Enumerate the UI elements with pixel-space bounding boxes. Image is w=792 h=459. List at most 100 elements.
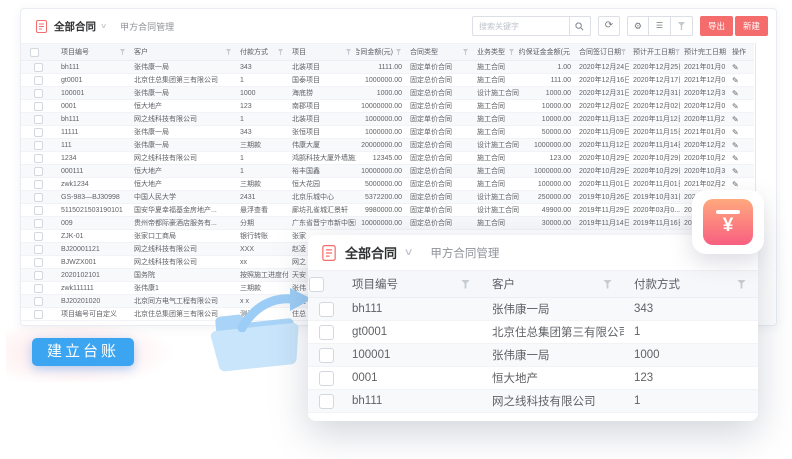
edit-icon[interactable]: ✎ bbox=[732, 101, 739, 111]
project-id-link[interactable]: 009 bbox=[57, 216, 130, 230]
project-id-link[interactable]: zwk111111 bbox=[57, 281, 130, 295]
column-header[interactable]: 业务类型 bbox=[473, 43, 519, 61]
customer-link[interactable]: 北京住总集团第三有限公司 bbox=[130, 73, 236, 87]
customer-link[interactable]: 中国人民大学 bbox=[130, 190, 236, 204]
row-checkbox[interactable] bbox=[34, 257, 43, 267]
project-link[interactable]: 恒大花园 bbox=[288, 177, 356, 191]
project-link[interactable]: 广东省晋宁市新中医医院... bbox=[288, 216, 356, 230]
filter-funnel-icon[interactable] bbox=[278, 49, 283, 55]
row-checkbox[interactable] bbox=[34, 270, 43, 280]
project-id-link[interactable]: 111 bbox=[57, 138, 130, 152]
column-header[interactable]: 合同类型 bbox=[406, 43, 473, 61]
edit-icon[interactable]: ✎ bbox=[732, 166, 739, 176]
row-checkbox[interactable] bbox=[34, 192, 43, 202]
refresh-button[interactable]: ⟳ bbox=[597, 16, 620, 36]
project-link[interactable]: 裕丰国鑫 bbox=[288, 164, 356, 178]
column-header[interactable]: 合同签订日期 bbox=[575, 43, 629, 61]
new-button[interactable]: 新建 bbox=[734, 16, 768, 36]
row-checkbox[interactable] bbox=[34, 88, 43, 98]
row-checkbox[interactable] bbox=[34, 127, 43, 137]
edit-icon[interactable]: ✎ bbox=[732, 75, 739, 85]
project-link[interactable]: 北装项目 bbox=[288, 60, 356, 74]
column-header[interactable]: 客户 bbox=[130, 43, 236, 61]
filter-funnel-icon[interactable] bbox=[226, 49, 231, 55]
customer-link[interactable]: 网之线科技有限公司 bbox=[130, 151, 236, 165]
project-id-link[interactable]: zwk1234 bbox=[57, 177, 130, 191]
customer-link[interactable]: 网之线科技有限公司 bbox=[130, 242, 236, 256]
column-header[interactable]: 客户 bbox=[482, 270, 624, 298]
project-link[interactable]: 廊坊孔雀城汇景轩 bbox=[288, 203, 356, 217]
customer-link[interactable]: 恒大地产 bbox=[482, 366, 624, 390]
filter-funnel-icon[interactable] bbox=[737, 279, 746, 289]
project-id-link[interactable]: 100001 bbox=[57, 86, 130, 100]
column-header[interactable]: 操作 bbox=[728, 43, 754, 61]
column-header[interactable]: 预计开工日期 bbox=[629, 43, 680, 61]
filter-funnel-icon[interactable] bbox=[463, 49, 468, 55]
edit-icon[interactable]: ✎ bbox=[732, 140, 739, 150]
project-link[interactable]: 鸿鹄科技大厦外墙施工项目 bbox=[288, 151, 356, 165]
column-header[interactable]: 付款方式 bbox=[624, 270, 758, 298]
project-id-link[interactable]: 100001 bbox=[342, 343, 482, 367]
search-input[interactable] bbox=[471, 16, 569, 36]
project-id-link[interactable]: bh111 bbox=[342, 389, 482, 413]
row-checkbox[interactable] bbox=[34, 153, 43, 163]
filter-funnel-icon[interactable] bbox=[603, 279, 612, 289]
project-id-link[interactable]: bh111 bbox=[57, 112, 130, 126]
row-checkbox[interactable] bbox=[34, 114, 43, 124]
ledger-shortcut-card[interactable]: ¥ bbox=[692, 190, 764, 254]
edit-icon[interactable]: ✎ bbox=[732, 127, 739, 137]
customer-link[interactable]: 张伟康一局 bbox=[130, 138, 236, 152]
project-id-link[interactable]: 5115021503190101 bbox=[57, 203, 130, 217]
project-id-link[interactable]: 000111 bbox=[57, 164, 130, 178]
project-link[interactable]: 伟康大厦 bbox=[288, 138, 356, 152]
customer-link[interactable]: 贵州帝都际豪酒店服务有... bbox=[130, 216, 236, 230]
export-button[interactable]: 导出 bbox=[699, 16, 733, 36]
customer-link[interactable]: 网之线科技有限公司 bbox=[130, 255, 236, 269]
settings-button[interactable]: ⚙ bbox=[626, 16, 649, 36]
project-id-link[interactable]: 2020102101 bbox=[57, 268, 130, 282]
project-id-link[interactable]: ZJK-01 bbox=[57, 229, 130, 243]
row-checkbox[interactable] bbox=[34, 166, 43, 176]
customer-link[interactable]: 恒大地产 bbox=[130, 177, 236, 191]
column-header[interactable]: 履约保证金金额(元 bbox=[519, 43, 575, 61]
row-checkbox[interactable] bbox=[34, 283, 43, 293]
filter-funnel-icon[interactable] bbox=[120, 49, 125, 55]
filter-funnel-icon[interactable] bbox=[509, 49, 514, 55]
project-id-link[interactable]: 0001 bbox=[57, 99, 130, 113]
project-id-link[interactable]: 项目编号可自定义 bbox=[57, 307, 130, 321]
project-id-link[interactable]: GS-983—BJ30998 bbox=[57, 190, 130, 204]
row-checkbox[interactable] bbox=[34, 179, 43, 189]
project-id-link[interactable]: BJ20001121 bbox=[57, 242, 130, 256]
project-link[interactable]: 海底捞 bbox=[288, 86, 356, 100]
chevron-down-icon[interactable]: ∨ bbox=[99, 23, 108, 30]
column-header[interactable]: 付款方式 bbox=[236, 43, 288, 61]
row-checkbox[interactable] bbox=[34, 75, 43, 85]
project-id-link[interactable]: 0001 bbox=[342, 366, 482, 390]
row-checkbox[interactable] bbox=[34, 62, 43, 72]
column-header[interactable]: 合同金额(元) bbox=[356, 43, 406, 61]
project-link[interactable]: 张恒项目 bbox=[288, 125, 356, 139]
filter-funnel-icon[interactable] bbox=[346, 49, 351, 55]
edit-icon[interactable]: ✎ bbox=[732, 179, 739, 189]
customer-link[interactable]: 北京住总集团第三有限公司 bbox=[482, 320, 624, 344]
row-checkbox[interactable] bbox=[34, 244, 43, 254]
project-id-link[interactable]: gt0001 bbox=[342, 320, 482, 344]
filter-funnel-icon[interactable] bbox=[396, 49, 401, 55]
customer-link[interactable]: 张伟康一局 bbox=[482, 297, 624, 321]
column-header[interactable]: 项目编号 bbox=[342, 270, 482, 298]
row-checkbox[interactable] bbox=[34, 296, 43, 306]
row-checkbox[interactable] bbox=[34, 218, 43, 228]
row-checkbox[interactable] bbox=[319, 324, 334, 340]
row-checkbox[interactable] bbox=[34, 231, 43, 241]
customer-link[interactable]: 张伟康一局 bbox=[130, 125, 236, 139]
row-checkbox[interactable] bbox=[319, 393, 334, 409]
row-checkbox[interactable] bbox=[34, 140, 43, 150]
select-all-checkbox[interactable] bbox=[309, 276, 324, 292]
project-id-link[interactable]: BJWZX001 bbox=[57, 255, 130, 269]
customer-link[interactable]: 网之线科技有限公司 bbox=[482, 389, 624, 413]
edit-icon[interactable]: ✎ bbox=[732, 88, 739, 98]
row-checkbox[interactable] bbox=[319, 370, 334, 386]
row-checkbox[interactable] bbox=[34, 101, 43, 111]
row-checkbox[interactable] bbox=[34, 309, 43, 319]
customer-link[interactable]: 国安华夏幸福基金房地产... bbox=[130, 203, 236, 217]
